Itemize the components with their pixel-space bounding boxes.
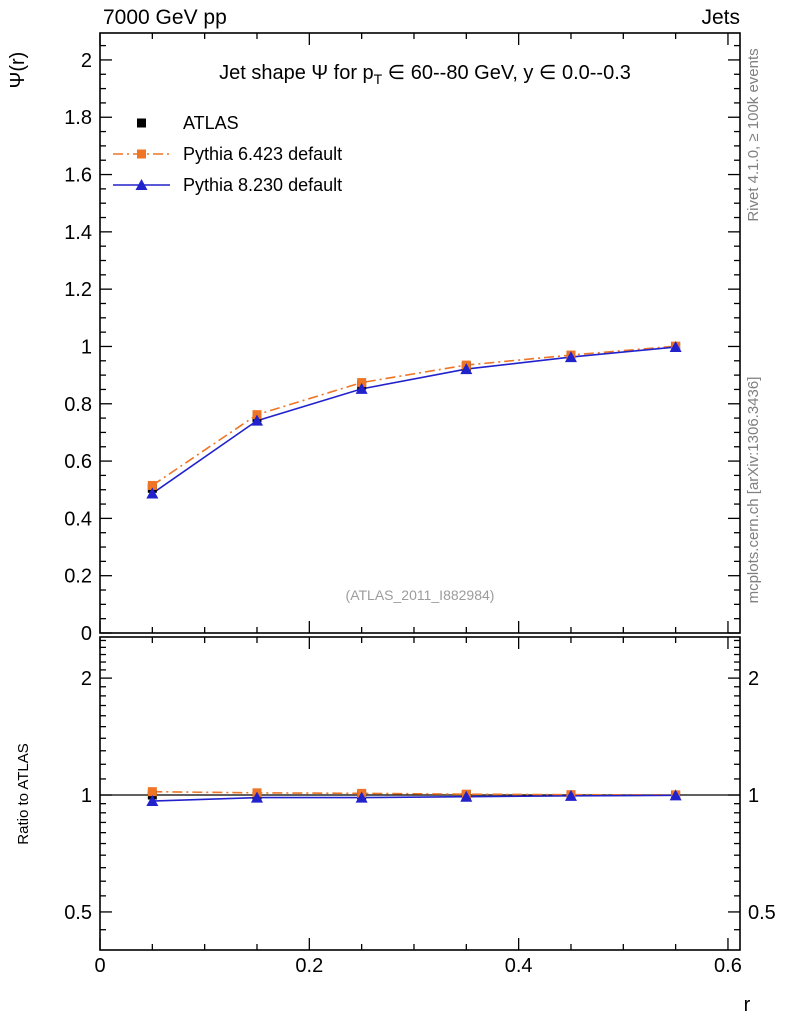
series-line-main [151,345,676,487]
ratio-y-tick-label-left: 1 [81,785,92,807]
ratio-y-tick-label-right: 2 [748,668,759,690]
ratio-y-axis-label: Ratio to ATLAS [15,743,32,844]
data-marker-triangle [355,382,368,394]
main-y-tick-label: 1 [81,336,92,358]
data-marker-triangle [564,789,577,801]
main-y-tick-label: 1.4 [64,222,92,244]
data-marker-triangle [146,487,159,499]
data-marker-square [137,149,146,159]
main-y-tick-label: 0.2 [64,566,92,588]
data-marker-triangle [250,414,263,426]
x-tick-label: 0 [94,955,105,977]
data-marker-square [147,480,157,490]
plot-title: Jet shape Ψ for pT ∈ 60--80 GeV, y ∈ 0.0… [219,62,631,87]
x-tick-label: 0.4 [505,955,533,977]
data-marker-triangle [669,341,682,353]
main-panel-frame [99,32,741,634]
legend-label: Pythia 8.230 default [183,175,342,195]
data-marker-triangle [250,791,263,803]
main-y-tick-label: 0 [81,623,92,645]
data-marker-triangle [564,351,577,363]
main-y-tick-label: 1.2 [64,279,92,301]
legend-label: Pythia 6.423 default [183,144,342,164]
data-marker-triangle [669,789,682,801]
data-series-layer [100,341,740,807]
plot-title-subscript: T [374,71,383,87]
axis-ticks-layer: 0 0.2 0.4 0.6 0 0.2 0.4 0.6 0.8 1 1.2 1.4 1.6 1.8 2 0.5… [64,33,776,977]
ratio-panel-frame [99,636,741,951]
main-y-tick-label: 0.4 [64,508,92,530]
series-line-ratio [152,794,676,802]
data-marker-triangle [146,795,159,807]
series-line-ratio [152,790,676,796]
main-y-tick-label: 0.8 [64,394,92,416]
main-y-tick-label: 1.8 [64,107,92,129]
ratio-y-tick-label-left: 2 [81,668,92,690]
plot-title-post: ∈ 60--80 GeV, y ∈ 0.0--0.3 [382,62,631,84]
data-marker-triangle [460,363,473,375]
main-y-axis-label: Ψ(r) [7,52,29,89]
rivet-version-label: Rivet 4.1.0, ≥ 100k events [745,48,762,221]
data-marker-square [252,410,262,420]
data-marker-square [137,118,146,128]
mcplots-arxiv-label: mcplots.cern.ch [arXiv:1306.3436] [745,377,762,604]
plot-title-pre: Jet shape Ψ for p [219,62,374,84]
data-marker-triangle [355,791,368,803]
ratio-y-tick-label-left: 0.5 [64,902,92,924]
x-tick-label: 0.2 [295,955,323,977]
legend: ATLAS Pythia 6.423 default Pythia 8.230 de… [113,113,342,195]
data-marker-triangle [460,790,473,802]
analysis-id-watermark: (ATLAS_2011_I882984) [346,587,495,603]
ratio-y-tick-label-right: 1 [748,785,759,807]
main-y-tick-label: 2 [81,50,92,72]
x-axis-label: r [744,994,751,1016]
x-tick-label: 0.6 [714,955,742,977]
series-line-main [151,346,676,495]
main-y-tick-label: 0.6 [64,451,92,473]
data-marker-square [147,787,157,797]
data-marker-triangle [135,179,148,190]
process-label: Jets [701,6,740,29]
data-marker-square [357,378,367,388]
beam-energy-label: 7000 GeV pp [103,6,227,29]
main-y-tick-label: 1.6 [64,165,92,187]
legend-label: ATLAS [183,113,239,133]
ratio-y-tick-label-right: 0.5 [748,902,776,924]
